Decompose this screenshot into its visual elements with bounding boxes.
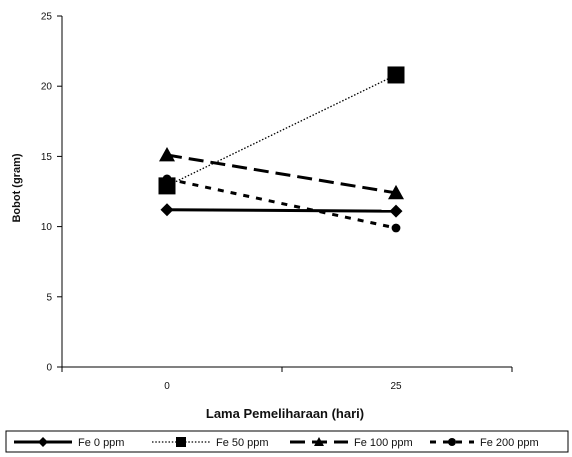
x-tick-label: 25 xyxy=(390,381,402,392)
data-point xyxy=(160,203,174,217)
legend-box xyxy=(5,430,569,453)
data-point xyxy=(391,223,401,233)
x-ticks: 0 25 xyxy=(61,367,513,392)
legend-marker xyxy=(314,437,324,446)
y-tick-label: 15 xyxy=(41,152,53,163)
legend-marker xyxy=(448,438,456,446)
series-line xyxy=(166,177,397,230)
x-tick-label: 0 xyxy=(164,381,170,392)
series-2 xyxy=(159,146,404,200)
series-line xyxy=(166,74,397,187)
data-point xyxy=(387,66,405,84)
legend-item: Fe 100 ppm xyxy=(290,437,413,449)
y-ticks: 0 5 10 15 20 25 xyxy=(41,12,62,374)
data-point xyxy=(389,204,403,218)
y-tick-label: 20 xyxy=(41,82,53,93)
y-tick-label: 0 xyxy=(46,363,52,374)
legend-item: Fe 200 ppm xyxy=(430,437,539,449)
data-point xyxy=(158,177,176,195)
y-tick-label: 25 xyxy=(41,12,53,23)
data-point xyxy=(162,174,172,184)
series-3 xyxy=(162,174,401,233)
legend: Fe 0 ppm Fe 50 ppm Fe 100 ppm Fe 200 ppm xyxy=(5,430,569,453)
series-line xyxy=(166,153,397,195)
legend-label: Fe 50 ppm xyxy=(216,437,269,449)
legend-label: Fe 0 ppm xyxy=(78,437,124,449)
data-point xyxy=(159,146,175,162)
legend-label: Fe 100 ppm xyxy=(354,437,413,449)
y-tick-label: 10 xyxy=(41,222,53,233)
x-axis-title: Lama Pemeliharaan (hari) xyxy=(206,406,364,421)
y-axis-title: Bobot (gram) xyxy=(11,153,23,222)
y-tick-label: 5 xyxy=(46,292,52,303)
series-line xyxy=(166,208,397,213)
legend-marker xyxy=(38,437,48,447)
legend-marker xyxy=(176,437,186,447)
series-group xyxy=(158,66,405,233)
legend-item: Fe 0 ppm xyxy=(14,437,124,449)
legend-item: Fe 50 ppm xyxy=(152,437,269,449)
data-point xyxy=(388,184,404,200)
series-1 xyxy=(158,66,405,195)
legend-label: Fe 200 ppm xyxy=(480,437,539,449)
series-0 xyxy=(160,203,403,218)
axes xyxy=(61,16,512,368)
